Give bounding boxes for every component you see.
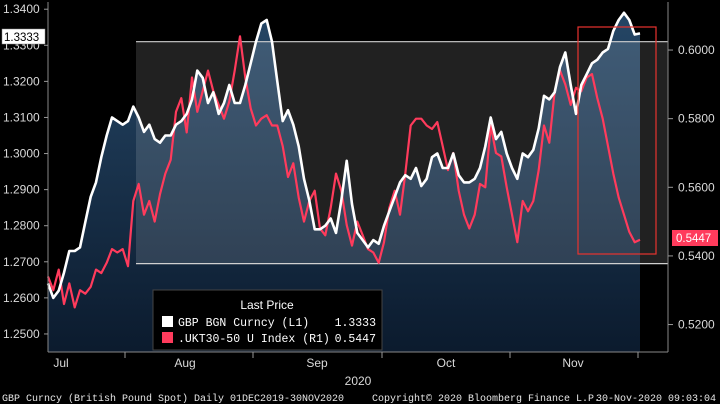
left-tick-label: 1.2600	[3, 291, 40, 305]
x-tick-label: Jul	[53, 356, 68, 370]
x-axis: Jul Aug Sep Oct Nov	[53, 352, 639, 370]
footer-copyright: Copyright© 2020 Bloomberg Finance L.P.	[372, 393, 600, 404]
legend-value-gbp: 1.3333	[335, 317, 377, 330]
left-tick-label: 1.2500	[3, 327, 40, 341]
legend-swatch-gbp	[162, 316, 173, 327]
highlight-box	[577, 26, 657, 255]
left-tick-label: 1.3200	[3, 74, 40, 88]
legend-label-gbp: GBP BGN Curncy (L1)	[178, 317, 309, 330]
left-tick-label: 1.2900	[3, 183, 40, 197]
left-last-value-tag: 1.3333	[1, 28, 46, 45]
right-tick-label: 0.6000	[678, 43, 715, 57]
left-tick-label: 1.3000	[3, 147, 40, 161]
x-tick-label: Oct	[437, 356, 456, 370]
left-tick-label: 1.2800	[3, 219, 40, 233]
x-tick-label: Aug	[174, 356, 195, 370]
legend-title: Last Price	[240, 298, 294, 312]
x-tick-label: Nov	[562, 356, 583, 370]
right-tick-label: 0.5200	[678, 318, 715, 332]
left-tick-label: 1.3100	[3, 110, 40, 124]
x-tick-label: Sep	[306, 356, 328, 370]
legend-swatch-ukt	[162, 332, 173, 343]
right-tick-label: 0.5800	[678, 112, 715, 126]
right-tick-label: 0.5400	[678, 249, 715, 263]
right-last-value: 0.5447	[676, 233, 711, 245]
legend-label-ukt: .UKT30-50 U Index (R1)	[178, 333, 330, 346]
right-axis: 0.6000 0.5800 0.5600 0.5400 0.5200	[668, 43, 715, 332]
right-tick-label: 0.5600	[678, 180, 715, 194]
legend: Last Price GBP BGN Curncy (L1) 1.3333 .U…	[152, 289, 383, 351]
footer-bar	[0, 390, 720, 404]
price-channel-box	[136, 41, 668, 264]
footer-source: GBP Curncy (British Pound Spot) Daily 01…	[2, 393, 344, 404]
left-tick-label: 1.3400	[3, 2, 40, 16]
legend-value-ukt: 0.5447	[335, 333, 376, 346]
footer-timestamp: 30-Nov-2020 09:03:04	[596, 394, 716, 404]
x-axis-year: 2020	[345, 374, 372, 388]
right-last-value-tag: 0.5447	[672, 230, 718, 246]
left-tick-label: 1.2700	[3, 255, 40, 269]
left-axis: 1.34001.33001.32001.31001.30001.29001.28…	[3, 2, 48, 341]
left-last-value: 1.3333	[4, 32, 39, 44]
series-line-gbp	[46, 11, 641, 300]
series-line-ukt30-50	[46, 35, 641, 309]
